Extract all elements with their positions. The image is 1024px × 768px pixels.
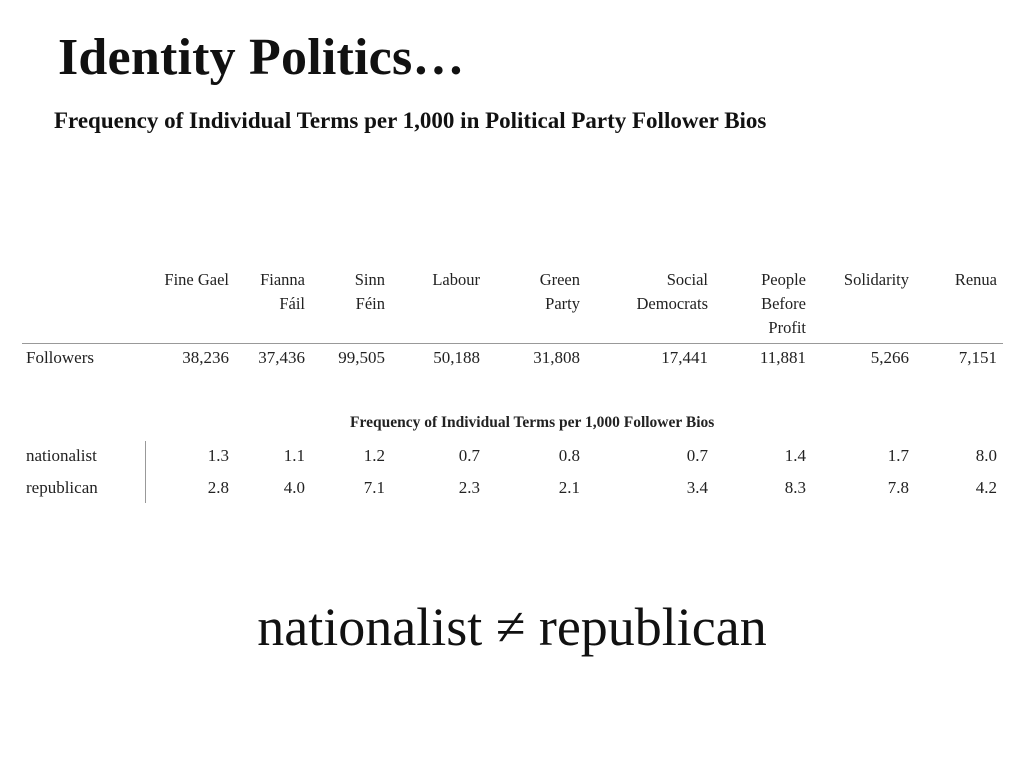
followers-row-cell: 38,236	[182, 348, 229, 367]
column-header: Green Party	[540, 268, 580, 316]
followers-row-cell: 5,266	[870, 348, 909, 367]
term-row-label: nationalist	[26, 446, 97, 465]
row-label-divider	[145, 441, 146, 503]
column-header-line: Sinn	[354, 270, 385, 289]
term-row-cell: 1.2	[363, 446, 385, 465]
term-row-cell: 0.7	[686, 446, 708, 465]
column-header: Social Democrats	[637, 268, 708, 316]
followers-row-cell: 7,151	[958, 348, 997, 367]
column-header: Renua	[955, 268, 997, 292]
column-header-line: Fáil	[279, 294, 305, 313]
column-header: Labour	[432, 268, 480, 292]
column-header: Sinn Féin	[355, 268, 385, 316]
column-header-line: Party	[545, 294, 580, 313]
term-row-cell: 3.4	[686, 478, 708, 497]
term-row-cell: 4.0	[283, 478, 305, 497]
column-header-line: Profit	[768, 318, 806, 337]
followers-row-cell: 31,808	[533, 348, 580, 367]
followers-row-label: Followers	[26, 348, 94, 367]
term-row-cell: 2.1	[558, 478, 580, 497]
header-divider	[22, 343, 1003, 344]
term-row-cell: 4.2	[975, 478, 997, 497]
column-header-line: Renua	[954, 270, 997, 289]
column-header-line: Before	[761, 294, 806, 313]
term-row-cell: 2.8	[207, 478, 229, 497]
term-row-cell: 0.7	[458, 446, 480, 465]
followers-row-cell: 99,505	[338, 348, 385, 367]
term-row-cell: 1.4	[784, 446, 806, 465]
term-row-cell: 1.7	[887, 446, 909, 465]
term-row-label: republican	[26, 478, 98, 497]
column-header-line: Democrats	[636, 294, 708, 313]
followers-row-cell: 17,441	[661, 348, 708, 367]
term-row-cell: 8.3	[784, 478, 806, 497]
term-row-cell: 1.1	[283, 446, 305, 465]
column-header-line: Social	[666, 270, 708, 289]
followers-row-cell: 50,188	[433, 348, 480, 367]
column-header-line: Féin	[355, 294, 385, 313]
followers-row-cell: 37,436	[258, 348, 305, 367]
column-header-line: Green	[539, 270, 580, 289]
term-row-cell: 0.8	[558, 446, 580, 465]
conclusion-statement: nationalist ≠ republican	[257, 597, 767, 657]
column-header: Fine Gael	[164, 268, 229, 292]
term-row-cell: 7.1	[363, 478, 385, 497]
column-header: People Before Profit	[761, 268, 806, 340]
column-header-line: People	[761, 270, 806, 289]
followers-row-cell: 11,881	[759, 348, 806, 367]
column-header: Solidarity	[844, 268, 909, 292]
section-caption: Frequency of Individual Terms per 1,000 …	[350, 414, 715, 431]
term-row-cell: 2.3	[458, 478, 480, 497]
column-header-line: Fine Gael	[164, 270, 229, 289]
column-header-line: Labour	[432, 270, 480, 289]
column-header: Fianna Fáil	[260, 268, 305, 316]
term-row-cell: 7.8	[887, 478, 909, 497]
slide-title: Identity Politics…	[58, 29, 465, 86]
column-header-line: Solidarity	[843, 270, 909, 289]
slide-subtitle: Frequency of Individual Terms per 1,000 …	[54, 108, 767, 133]
column-header-line: Fianna	[260, 270, 305, 289]
term-row-cell: 8.0	[975, 446, 997, 465]
term-row-cell: 1.3	[207, 446, 229, 465]
